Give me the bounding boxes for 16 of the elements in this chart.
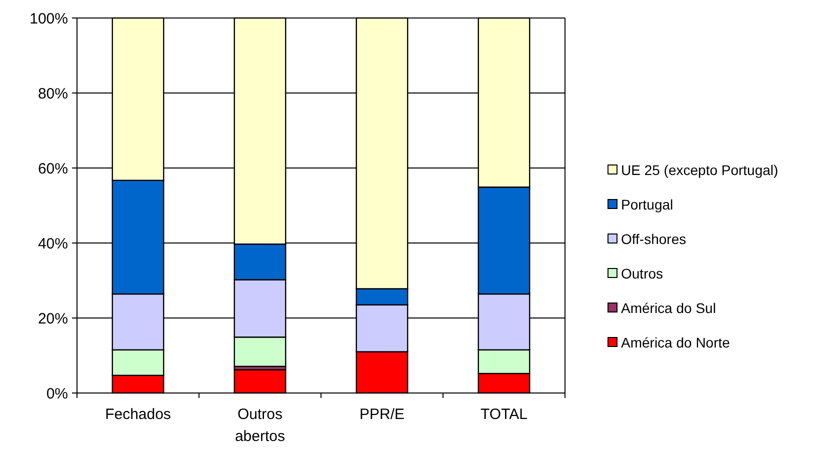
legend-label: América do Norte	[621, 334, 730, 350]
y-tick-label: 100%	[30, 10, 68, 28]
legend-label: América do Sul	[621, 300, 716, 316]
y-tick-label: 60%	[38, 160, 68, 178]
x-tick-label: TOTAL	[480, 406, 528, 423]
y-tick-label: 80%	[38, 85, 68, 102]
legend-label: Portugal	[621, 196, 674, 212]
x-tick-label: PPR/E	[359, 406, 405, 423]
legend-label: Off-shores	[621, 230, 686, 247]
x-tick-label: Fechados	[105, 406, 171, 423]
y-tick-label: 0%	[46, 385, 68, 402]
y-tick-label: 20%	[38, 310, 68, 328]
legend-label: UE 25 (excepto Portugal)	[621, 162, 778, 178]
y-tick-label: 40%	[38, 235, 68, 252]
legend-label: Outros	[621, 265, 664, 282]
x-tick-label: Outros abertos	[234, 406, 286, 445]
